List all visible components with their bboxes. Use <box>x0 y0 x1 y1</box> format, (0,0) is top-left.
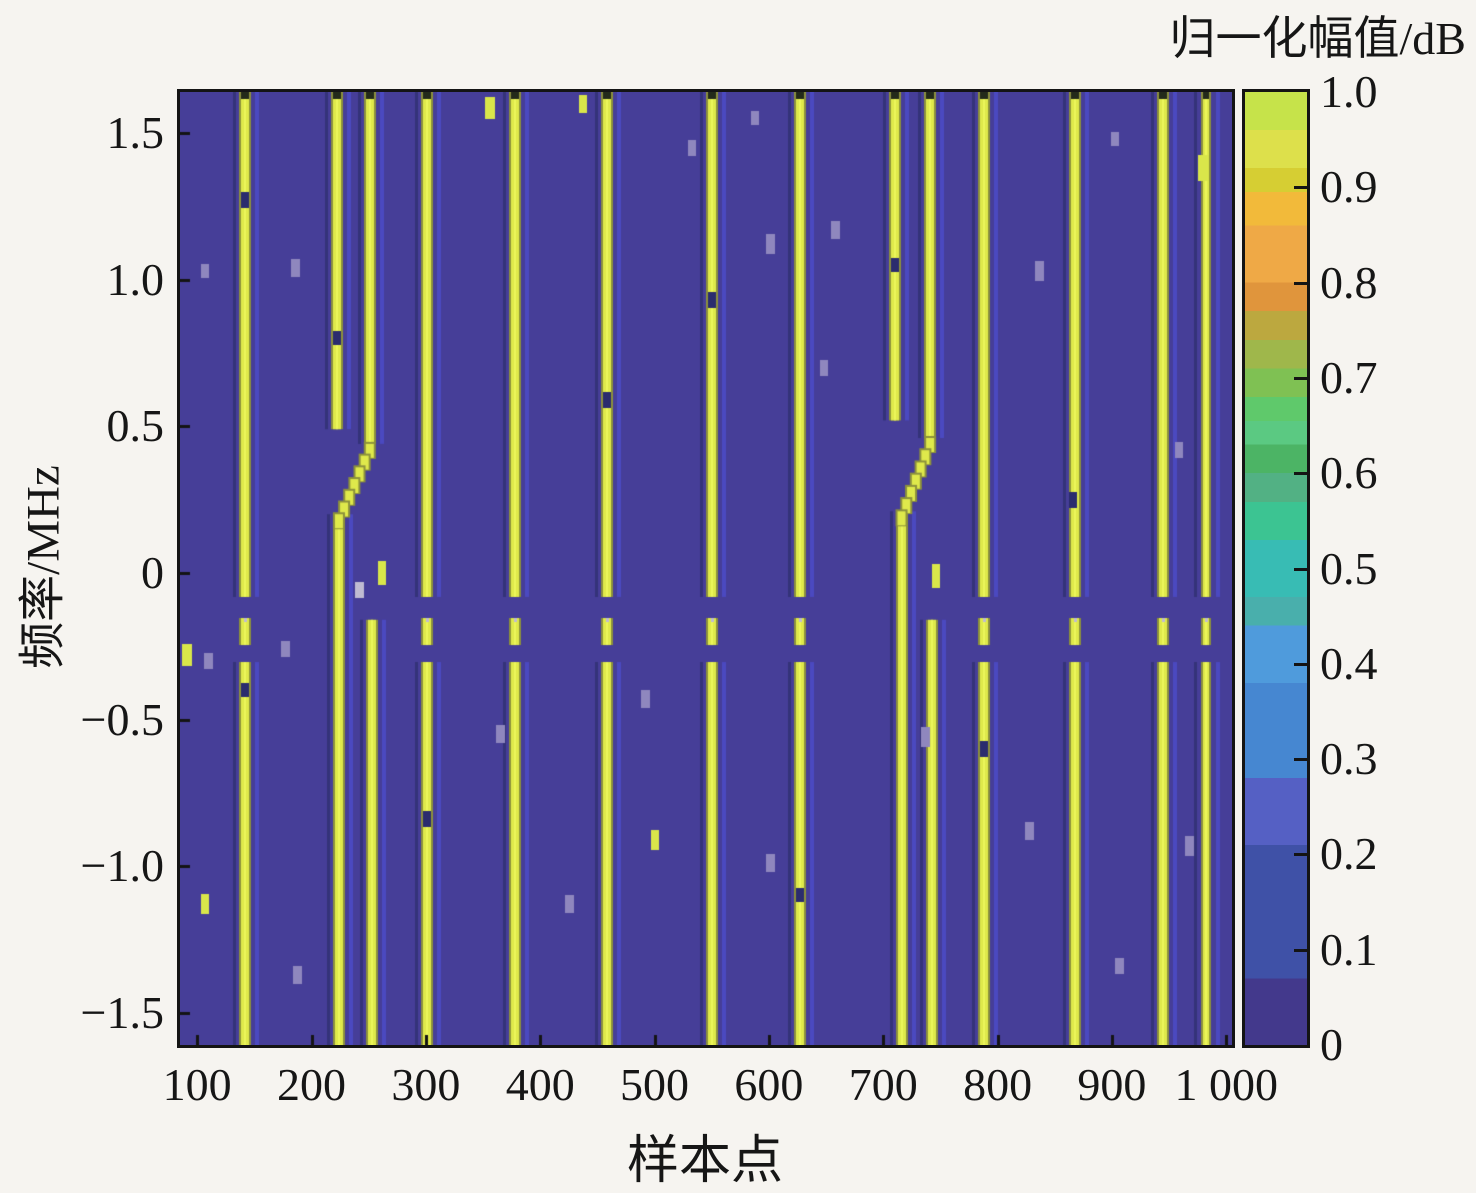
colorbar-tick-0.2: 0.2 <box>1320 828 1378 880</box>
y-tick-0.5: 0.5 <box>106 400 165 452</box>
x-tick-200: 200 <box>277 1059 346 1110</box>
colorbar-tickmark-0.2 <box>1294 853 1307 857</box>
x-tick-900: 900 <box>1077 1059 1147 1110</box>
colorbar-tickmark-0.6 <box>1294 472 1307 476</box>
heatmap-canvas <box>180 92 1232 1045</box>
colorbar-tickmark-0.3 <box>1294 758 1307 762</box>
colorbar-tickmark-0.1 <box>1294 948 1307 952</box>
y-tick--0.5: −0.5 <box>80 693 164 745</box>
x-axis-title: 样本点 <box>626 1133 784 1190</box>
x-tick-600: 600 <box>734 1059 804 1110</box>
colorbar <box>1242 89 1310 1048</box>
colorbar-tickmark-0.4 <box>1294 662 1307 666</box>
x-tick-300: 300 <box>391 1059 461 1110</box>
colorbar-tick-0: 0 <box>1320 1019 1343 1070</box>
colorbar-tick-0.4: 0.4 <box>1320 637 1378 689</box>
colorbar-tickmark-0.8 <box>1294 281 1307 285</box>
x-tick-800: 800 <box>963 1059 1033 1110</box>
y-tick-1.5: 1.5 <box>106 107 165 159</box>
colorbar-tick-0.7: 0.7 <box>1320 351 1378 403</box>
colorbar-tick-0.8: 0.8 <box>1320 256 1378 308</box>
colorbar-tick-0.9: 0.9 <box>1320 161 1378 213</box>
y-tick--1: −1.0 <box>80 840 164 892</box>
y-tick-1: 1.0 <box>106 253 165 305</box>
x-tick-700: 700 <box>848 1059 918 1110</box>
x-tick-500: 500 <box>620 1059 690 1110</box>
colorbar-tickmark-0.5 <box>1294 567 1307 571</box>
x-tick-1000: 1 000 <box>1174 1059 1279 1110</box>
x-tick-400: 400 <box>505 1059 575 1110</box>
colorbar-title: 归一化幅值/dB <box>1169 13 1466 64</box>
y-tick--1.5: −1.5 <box>80 986 164 1038</box>
colorbar-tick-0.1: 0.1 <box>1320 923 1378 975</box>
heatmap-plot <box>177 89 1235 1048</box>
y-tick-0: 0 <box>141 546 164 598</box>
colorbar-tickmark-0.9 <box>1294 186 1307 190</box>
colorbar-tick-0.3: 0.3 <box>1320 733 1378 785</box>
colorbar-tick-0.6: 0.6 <box>1320 447 1378 499</box>
colorbar-tick-0.5: 0.5 <box>1320 542 1378 594</box>
colorbar-tickmark-0.7 <box>1294 376 1307 380</box>
x-tick-100: 100 <box>162 1059 232 1110</box>
colorbar-tick-1: 1.0 <box>1320 66 1378 117</box>
